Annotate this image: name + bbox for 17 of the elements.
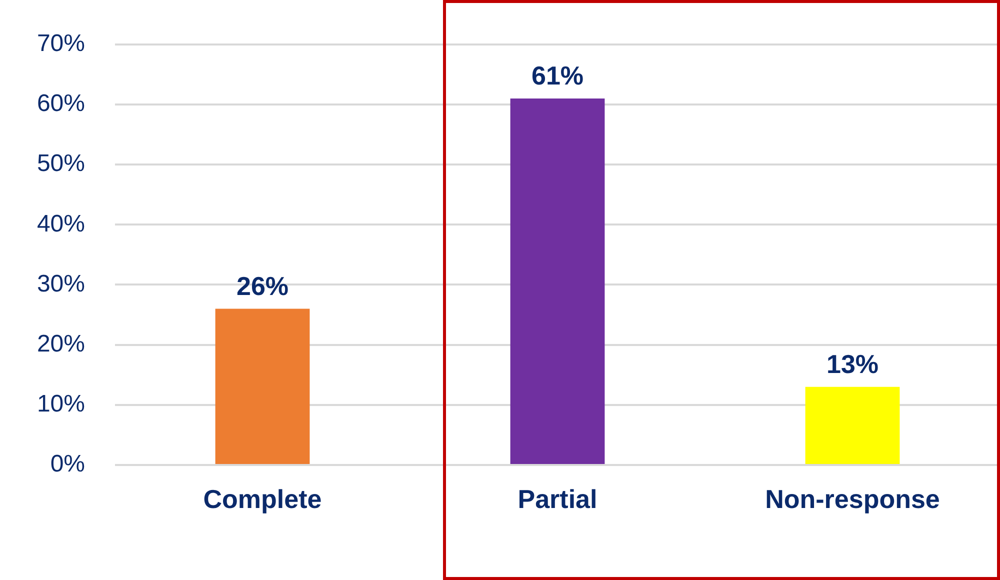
y-tick-label: 50% <box>36 150 85 178</box>
x-tick-label: Partial <box>518 484 598 514</box>
y-tick-label: 30% <box>36 270 85 298</box>
data-label: 13% <box>826 349 879 380</box>
y-tick-label: 20% <box>36 330 85 358</box>
x-tick-label: Non-response <box>765 484 940 514</box>
x-tick-label: Complete <box>203 484 322 514</box>
y-tick-label: 40% <box>36 210 85 238</box>
bar <box>805 386 900 464</box>
bar <box>215 308 310 464</box>
data-label: 26% <box>236 270 289 301</box>
y-tick-label: 0% <box>50 450 85 478</box>
data-label: 61% <box>531 60 584 91</box>
y-tick-label: 70% <box>36 30 85 58</box>
bar <box>510 98 605 464</box>
y-tick-label: 10% <box>36 390 85 418</box>
y-tick-label: 60% <box>36 90 85 118</box>
